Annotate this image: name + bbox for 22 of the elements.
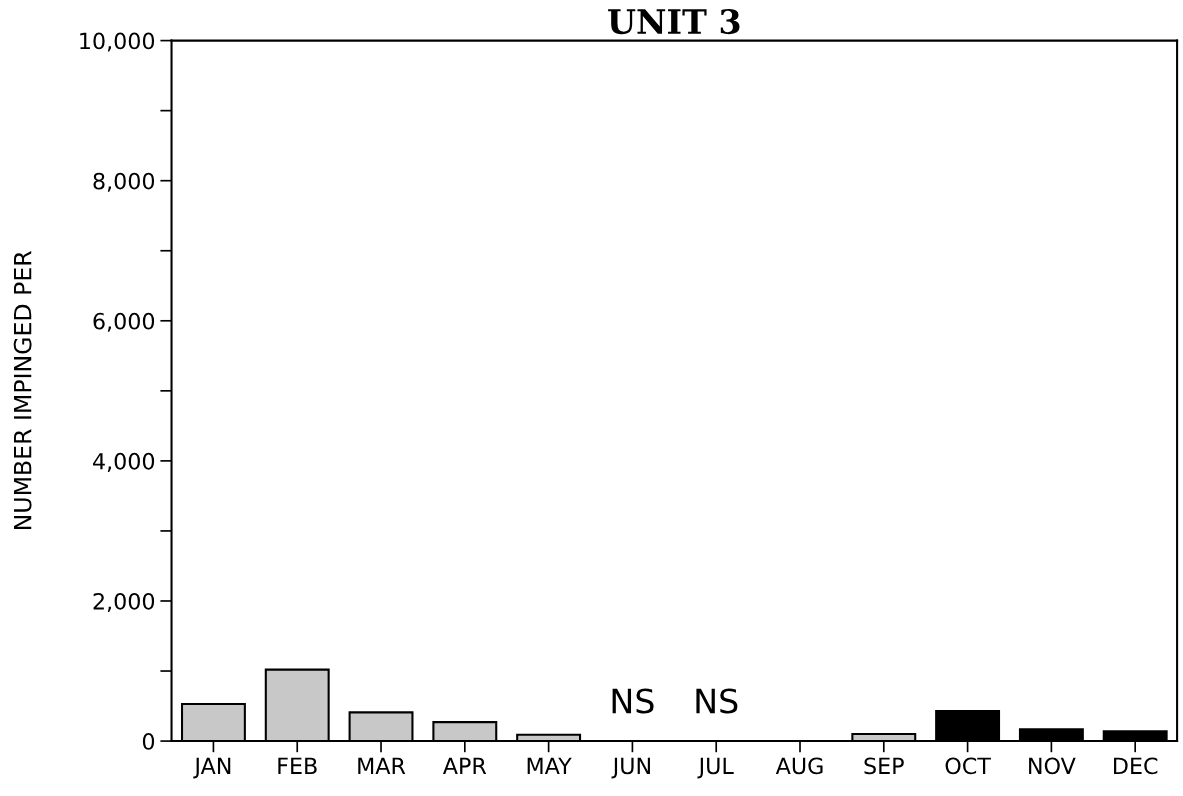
text: 2,000: [93, 592, 155, 613]
x-tick-label: DEC: [1114, 757, 1158, 775]
x-tick-label: APR: [442, 757, 487, 774]
x-tick-label: MAR: [358, 757, 406, 774]
x-tick-label: NOV: [1029, 757, 1076, 775]
y-tick-label: 4,000: [93, 452, 155, 472]
x-tick-label: FEB: [278, 757, 317, 774]
x-tick-label: JAN: [193, 757, 231, 779]
x-tick-label: OCT: [945, 757, 991, 775]
y-tick-label: 0: [142, 733, 155, 750]
annotation: NS: [696, 688, 738, 714]
y-tick-label: 8,000: [93, 172, 155, 192]
x-tick-label: AUG: [775, 757, 823, 775]
x-tick-label: SEP: [864, 757, 904, 775]
annotation: NS: [612, 688, 654, 714]
chart-title: UNIT 3: [608, 8, 740, 35]
y-tick-label: 10,000: [80, 32, 155, 52]
y-tick-label: 6,000: [93, 312, 155, 332]
x-tick-label: JUL: [697, 757, 734, 779]
y-axis-title: NUMBER IMPINGED PER: [13, 251, 32, 530]
x-tick-label: MAY: [527, 757, 572, 774]
x-tick-label: JUN: [611, 757, 650, 779]
